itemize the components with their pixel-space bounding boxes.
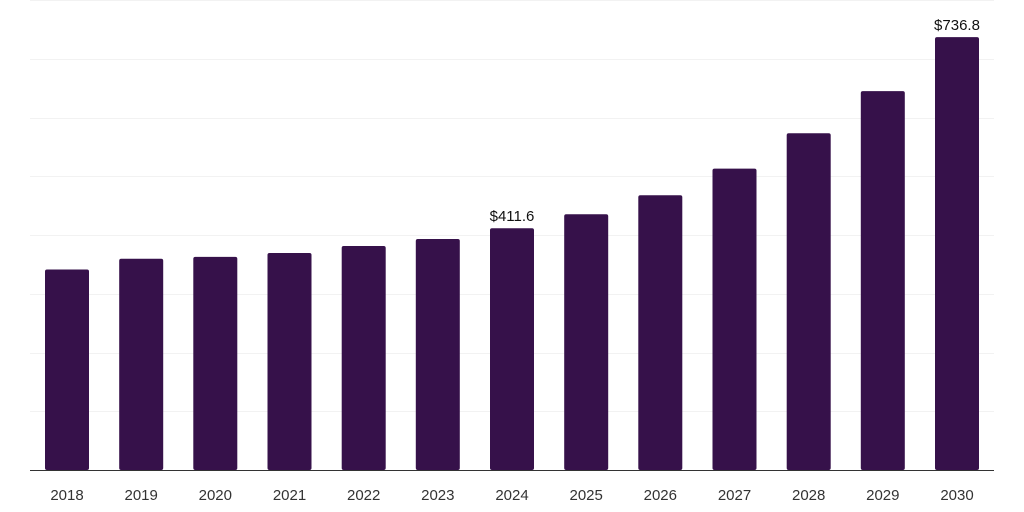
x-tick-label-2020: 2020	[199, 487, 232, 504]
bar-2028[interactable]	[786, 133, 831, 471]
bar-2021[interactable]	[267, 253, 312, 470]
x-axis-tick-labels: 2018 2019 2020 2021 2022 2023 2024 2025 2026 2027…	[50, 487, 973, 504]
x-tick-label-2026: 2026	[644, 487, 677, 504]
bar-2029[interactable]	[860, 91, 905, 470]
data-label-2024: $411.6	[490, 208, 535, 225]
x-tick-label-2024: 2024	[495, 487, 528, 504]
x-tick-label-2027: 2027	[718, 487, 751, 504]
x-tick-label-2028: 2028	[792, 487, 825, 504]
x-tick-label-2025: 2025	[570, 487, 603, 504]
x-tick-label-2021: 2021	[273, 487, 306, 504]
bar-2030[interactable]	[935, 37, 979, 470]
bar-2018[interactable]	[45, 269, 89, 471]
x-tick-label-2023: 2023	[421, 487, 454, 504]
x-tick-label-2019: 2019	[125, 487, 158, 504]
x-tick-label-2018: 2018	[50, 487, 83, 504]
bar-2019[interactable]	[119, 258, 164, 470]
bar-2027[interactable]	[712, 168, 757, 470]
bar-2023[interactable]	[415, 239, 460, 470]
data-label-2030: $736.8	[934, 17, 980, 34]
x-tick-label-2030: 2030	[940, 487, 973, 504]
bar-2026[interactable]	[638, 195, 683, 471]
bar-2022[interactable]	[341, 246, 386, 470]
data-labels: $411.6 $736.8	[490, 17, 980, 225]
bar-2025[interactable]	[564, 214, 609, 470]
bars	[45, 37, 979, 471]
x-tick-label-2029: 2029	[866, 487, 899, 504]
bar-2024[interactable]	[490, 228, 534, 470]
x-tick-label-2022: 2022	[347, 487, 380, 504]
bar-2020[interactable]	[193, 256, 238, 470]
